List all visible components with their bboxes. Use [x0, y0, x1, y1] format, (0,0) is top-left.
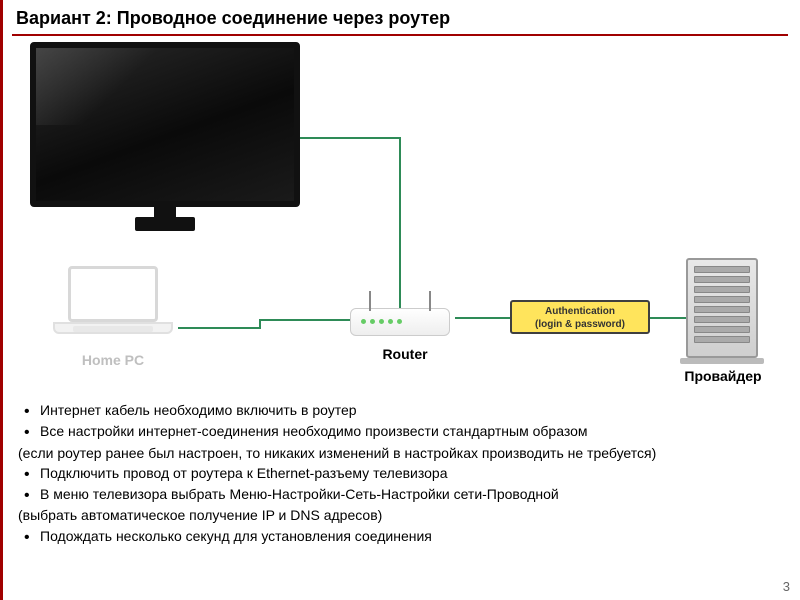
- server-base-icon: [680, 358, 764, 364]
- bullet-item: Все настройки интернет-соединения необхо…: [18, 421, 778, 441]
- laptop-node: [48, 266, 178, 346]
- auth-box: Authentication (login & password): [510, 300, 650, 334]
- bullet-item: Подождать несколько секунд для установле…: [18, 526, 778, 546]
- router-label: Router: [350, 346, 460, 362]
- laptop-base-icon: [53, 322, 173, 334]
- server-slots-icon: [688, 260, 756, 352]
- bullet-item: Интернет кабель необходимо включить в ро…: [18, 400, 778, 420]
- slide-title: Вариант 2: Проводное соединение через ро…: [0, 0, 800, 33]
- bullet-wrap: (если роутер ранее был настроен, то ника…: [18, 443, 778, 463]
- auth-line2: (login & password): [512, 318, 648, 331]
- title-underline: [12, 34, 788, 36]
- server-node: [686, 258, 758, 358]
- auth-line1: Authentication: [512, 305, 648, 318]
- page-number: 3: [783, 579, 790, 594]
- bullet-item: В меню телевизора выбрать Меню-Настройки…: [18, 484, 778, 504]
- router-body-icon: [350, 308, 450, 336]
- server-label: Провайдер: [668, 368, 778, 384]
- bullet-item: Подключить провод от роутера к Ethernet-…: [18, 463, 778, 483]
- router-node: [350, 290, 460, 338]
- bullet-text: В меню телевизора выбрать Меню-Настройки…: [40, 486, 559, 502]
- tv-stand-icon: [135, 217, 195, 231]
- bullet-text: Подождать несколько секунд для установле…: [40, 528, 432, 544]
- bullet-wrap: (выбрать автоматическое получение IP и D…: [18, 505, 778, 525]
- bullet-list: Интернет кабель необходимо включить в ро…: [18, 400, 778, 547]
- bullet-text: Интернет кабель необходимо включить в ро…: [40, 402, 357, 418]
- laptop-label: Home PC: [48, 352, 178, 368]
- bullet-text: Подключить провод от роутера к Ethernet-…: [40, 465, 447, 481]
- cable-laptop-router: [178, 320, 350, 328]
- router-led-icon: [361, 319, 421, 324]
- tv-screen-icon: [30, 42, 300, 207]
- laptop-keyboard-icon: [73, 326, 153, 332]
- laptop-screen-icon: [68, 266, 158, 322]
- tv-neck-icon: [154, 207, 176, 217]
- bullet-text: Все настройки интернет-соединения необхо…: [40, 423, 588, 439]
- tv-node: [30, 42, 300, 232]
- network-diagram: Home PC Router Authentication (login & p…: [0, 38, 800, 368]
